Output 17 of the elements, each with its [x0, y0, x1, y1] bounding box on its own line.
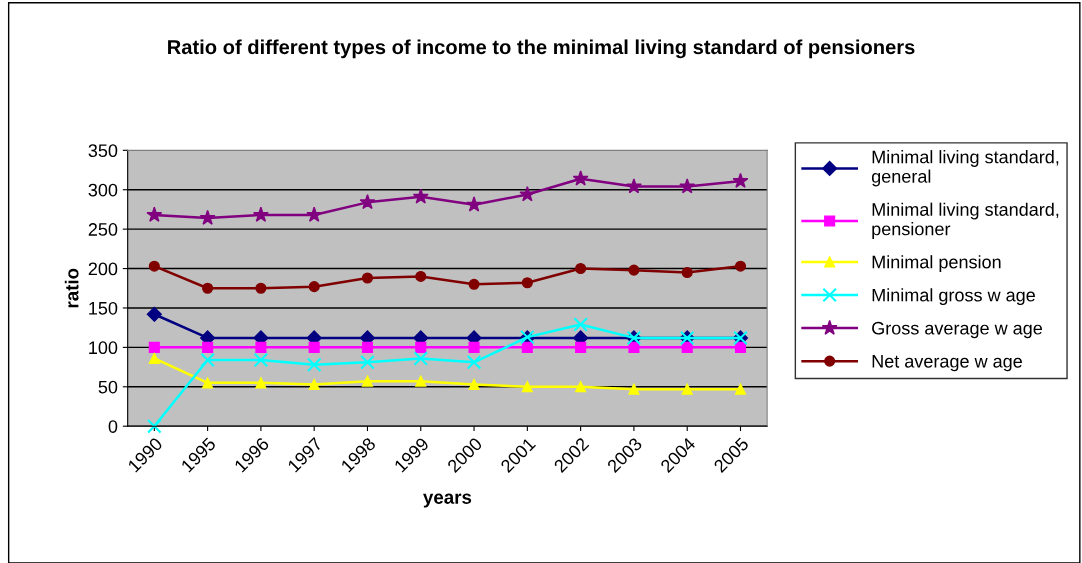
legend-label: Net average w age [872, 355, 1022, 372]
legend-label: Minimal gross w age [872, 288, 1035, 306]
y-tick-label: 300 [88, 183, 118, 197]
chart-title: Ratio of different types of income to the minimal living standard of pensioners [168, 39, 915, 59]
y-tick-label: 100 [89, 341, 118, 355]
y-tick-label: 200 [88, 262, 118, 276]
legend-label: Gross average w age [872, 321, 1042, 339]
legend-label: Minimal living standard, general [871, 150, 1059, 187]
y-tick-label: 150 [89, 301, 118, 315]
y-axis-title: ratio [64, 268, 79, 308]
x-axis-title: years [423, 493, 472, 508]
legend-label: Minimal pension [872, 255, 1001, 272]
y-tick-label: 250 [88, 223, 118, 236]
legend-label: Minimal living standard, pensioner [872, 202, 1059, 239]
y-tick-label: 350 [88, 144, 118, 158]
y-tick-label: 50 [98, 380, 118, 394]
y-tick-label: 0 [108, 420, 118, 433]
